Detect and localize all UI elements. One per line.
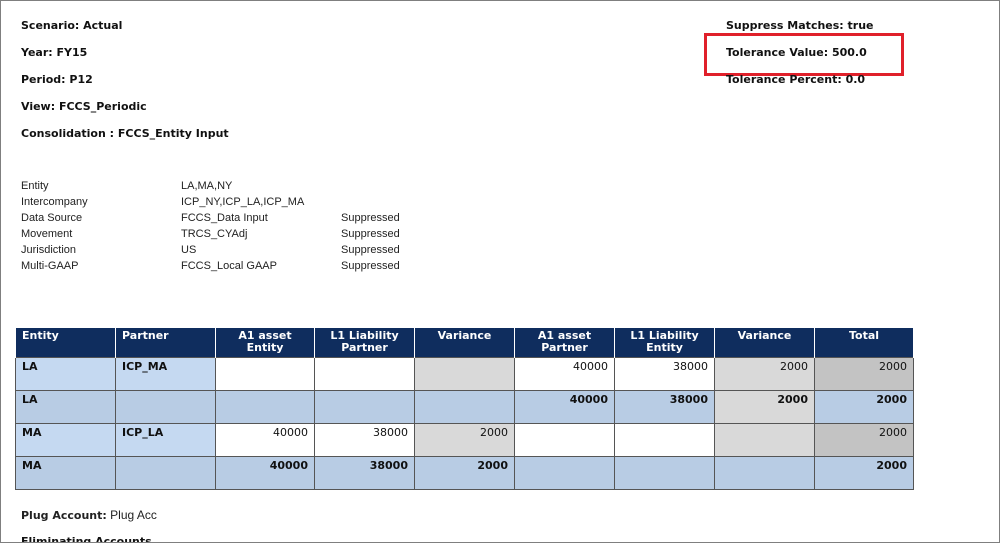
table-cell: 2000 <box>814 423 914 457</box>
header-item: View: FCCS_Periodic <box>21 100 147 113</box>
column-header: Entity <box>15 327 116 358</box>
table-cell: ICP_MA <box>115 357 216 391</box>
table-cell <box>215 357 315 391</box>
table-cell: 2000 <box>414 456 515 490</box>
parameter-cell: Suppressed <box>341 244 400 256</box>
header-setting: Suppress Matches: true <box>726 19 874 32</box>
plug-value: Plug Acc <box>110 508 157 522</box>
table-cell <box>314 357 415 391</box>
table-cell: 40000 <box>215 423 315 457</box>
table-cell: MA <box>15 423 116 457</box>
table-cell: 38000 <box>614 390 715 424</box>
table-cell: 40000 <box>215 456 315 490</box>
plug-label: Plug Account: <box>21 509 107 522</box>
table-cell: 2000 <box>814 456 914 490</box>
table-cell <box>514 456 615 490</box>
parameter-cell: FCCS_Local GAAP <box>181 260 277 272</box>
table-cell <box>714 456 815 490</box>
table-cell: 2000 <box>814 357 914 391</box>
data-row: MA ICP_LA 40000 38000 2000 2000 <box>15 423 914 457</box>
column-header: Variance <box>714 327 815 358</box>
parameter-cell: Suppressed <box>341 212 400 224</box>
parameter-cell: Suppressed <box>341 260 400 272</box>
table-cell: ICP_LA <box>115 423 216 457</box>
header-setting: Tolerance Value: 500.0 <box>726 46 867 59</box>
table-cell <box>614 456 715 490</box>
table-cell: 40000 <box>514 357 615 391</box>
header-item: Consolidation : FCCS_Entity Input <box>21 127 229 140</box>
column-header: Partner <box>115 327 216 358</box>
table-cell <box>414 357 515 391</box>
parameter-cell: LA,MA,NY <box>181 180 233 192</box>
table-cell: 2000 <box>414 423 515 457</box>
data-row: LA 40000 38000 2000 2000 <box>15 390 914 424</box>
parameter-cell: TRCS_CYAdj <box>181 228 248 240</box>
parameter-cell: Suppressed <box>341 228 400 240</box>
table-cell: MA <box>15 456 116 490</box>
table-cell: 38000 <box>314 423 415 457</box>
parameter-cell: Multi-GAAP <box>21 260 79 272</box>
plug-account: Plug Account: Plug Acc <box>21 508 157 522</box>
parameter-cell: Data Source <box>21 212 83 224</box>
column-header: L1 Liability Partner <box>314 327 415 358</box>
column-header: Total <box>814 327 914 358</box>
table-cell: LA <box>15 390 116 424</box>
table-cell <box>514 423 615 457</box>
highlight-box <box>704 33 904 76</box>
column-header: A1 asset Partner <box>514 327 615 358</box>
table-cell <box>115 456 216 490</box>
table-cell: 38000 <box>614 357 715 391</box>
table-cell <box>614 423 715 457</box>
parameter-cell: Entity <box>21 180 49 192</box>
header-item: Scenario: Actual <box>21 19 123 32</box>
header-setting: Tolerance Percent: 0.0 <box>726 73 866 86</box>
table-cell: LA <box>15 357 116 391</box>
section-title: Eliminating Accounts <box>21 535 152 543</box>
parameter-cell: FCCS_Data Input <box>181 212 268 224</box>
recon-table: Entity Partner A1 asset Entity L1 Liability… <box>15 327 914 490</box>
column-header: Variance <box>414 327 515 358</box>
column-header: A1 asset Entity <box>215 327 315 358</box>
header-row: Entity Partner A1 asset Entity L1 Liability… <box>15 327 914 358</box>
data-row: MA 40000 38000 2000 2000 <box>15 456 914 490</box>
table-cell: 38000 <box>314 456 415 490</box>
table-cell <box>215 390 315 424</box>
data-row: LA ICP_MA 40000 38000 2000 2000 <box>15 357 914 391</box>
table-cell <box>115 390 216 424</box>
parameter-cell: US <box>181 244 197 256</box>
parameter-cell: Movement <box>21 228 73 240</box>
parameter-cell: Intercompany <box>21 196 88 208</box>
table-cell: 2000 <box>714 357 815 391</box>
column-header: L1 Liability Entity <box>614 327 715 358</box>
parameter-cell: ICP_NY,ICP_LA,ICP_MA <box>181 196 305 208</box>
table-cell <box>314 390 415 424</box>
table-cell: 40000 <box>514 390 615 424</box>
table-cell: 2000 <box>814 390 914 424</box>
header-item: Year: FY15 <box>21 46 88 59</box>
table-cell <box>714 423 815 457</box>
table-cell: 2000 <box>714 390 815 424</box>
parameter-cell: Jurisdiction <box>21 244 77 256</box>
header-item: Period: P12 <box>21 73 93 86</box>
table-cell <box>414 390 515 424</box>
